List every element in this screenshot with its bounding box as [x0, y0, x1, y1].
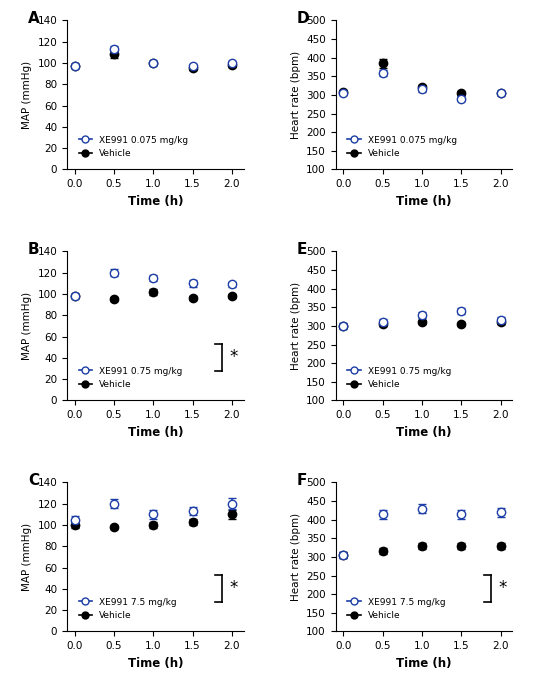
X-axis label: Time (h): Time (h) [128, 195, 183, 208]
Text: C: C [28, 473, 39, 488]
X-axis label: Time (h): Time (h) [396, 426, 452, 439]
Y-axis label: MAP (mmHg): MAP (mmHg) [22, 61, 32, 129]
Text: *: * [229, 348, 238, 366]
Y-axis label: Heart rate (bpm): Heart rate (bpm) [291, 51, 301, 139]
Legend: XE991 0.75 mg/kg, Vehicle: XE991 0.75 mg/kg, Vehicle [344, 363, 455, 393]
X-axis label: Time (h): Time (h) [128, 657, 183, 669]
Text: B: B [28, 242, 40, 257]
Legend: XE991 7.5 mg/kg, Vehicle: XE991 7.5 mg/kg, Vehicle [75, 594, 180, 624]
Text: A: A [28, 12, 40, 26]
Text: *: * [499, 579, 507, 598]
Legend: XE991 0.075 mg/kg, Vehicle: XE991 0.075 mg/kg, Vehicle [344, 132, 461, 162]
Y-axis label: Heart rate (bpm): Heart rate (bpm) [291, 282, 301, 370]
Y-axis label: Heart rate (bpm): Heart rate (bpm) [291, 513, 301, 601]
X-axis label: Time (h): Time (h) [396, 195, 452, 208]
Text: F: F [297, 473, 307, 488]
X-axis label: Time (h): Time (h) [396, 657, 452, 669]
Legend: XE991 0.075 mg/kg, Vehicle: XE991 0.075 mg/kg, Vehicle [75, 132, 192, 162]
Text: E: E [297, 242, 307, 257]
X-axis label: Time (h): Time (h) [128, 426, 183, 439]
Y-axis label: MAP (mmHg): MAP (mmHg) [22, 523, 32, 591]
Text: *: * [229, 579, 238, 598]
Y-axis label: MAP (mmHg): MAP (mmHg) [22, 292, 32, 360]
Legend: XE991 0.75 mg/kg, Vehicle: XE991 0.75 mg/kg, Vehicle [75, 363, 186, 393]
Legend: XE991 7.5 mg/kg, Vehicle: XE991 7.5 mg/kg, Vehicle [344, 594, 449, 624]
Text: D: D [297, 12, 309, 26]
